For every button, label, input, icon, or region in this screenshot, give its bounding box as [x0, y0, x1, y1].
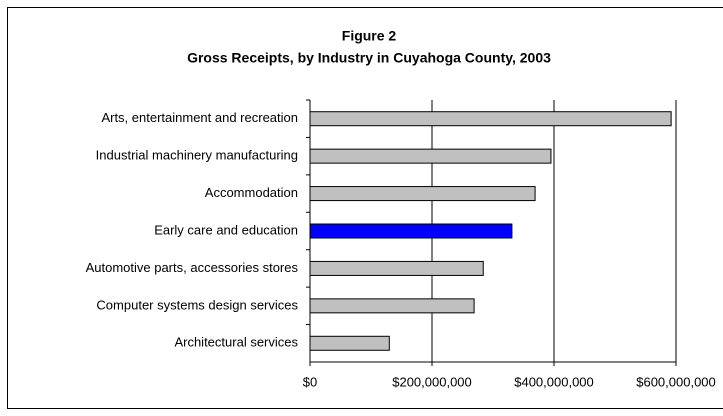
bar [309, 186, 536, 202]
y-tick-label: Automotive parts, accessories stores [86, 260, 299, 275]
y-tick-label: Accommodation [205, 185, 298, 200]
chart-title: Figure 2 [342, 28, 397, 44]
x-tick-label: $400,000,000 [514, 374, 594, 389]
y-tick-label: Arts, entertainment and recreation [101, 110, 298, 125]
bar [309, 335, 390, 351]
bar [309, 260, 484, 276]
bar [309, 111, 672, 127]
bar [309, 223, 513, 239]
x-tick-label: $200,000,000 [392, 374, 472, 389]
x-tick-label: $0 [303, 374, 317, 389]
x-tick-label: $600,000,000 [636, 374, 716, 389]
y-tick-label: Early care and education [154, 222, 298, 237]
y-tick-label: Industrial machinery manufacturing [96, 148, 298, 163]
bar [309, 148, 552, 164]
bar [309, 298, 475, 314]
y-tick-label: Computer systems design services [96, 297, 298, 312]
chart-subtitle: Gross Receipts, by Industry in Cuyahoga … [187, 50, 551, 66]
y-tick-label: Architectural services [174, 335, 298, 350]
